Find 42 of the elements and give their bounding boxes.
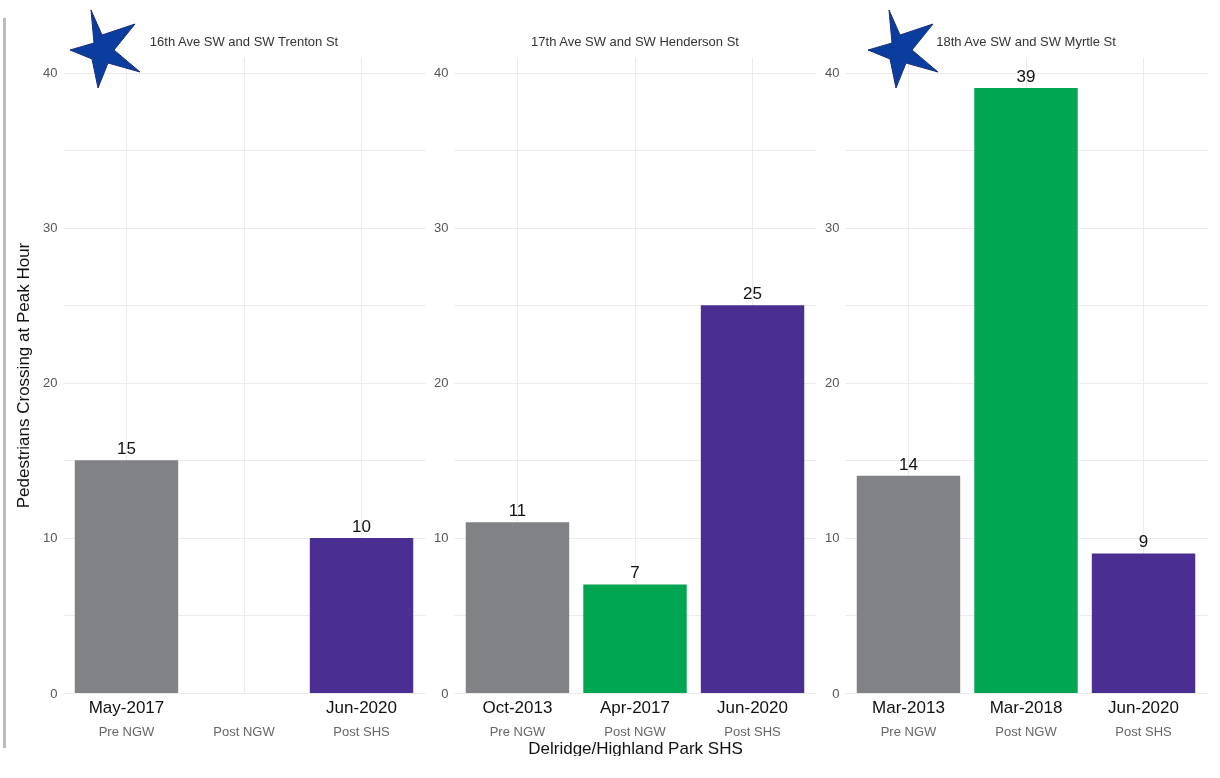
bar [700,305,805,693]
y-tick-label: 40 [825,65,840,81]
bar [1091,553,1196,693]
bar [583,584,687,693]
chart-title: 17th Ave SW and SW Henderson St [531,34,740,49]
category-label: May-2017 Pre NGW [88,697,165,739]
category-label: Jun-2020 Post SHS [717,697,788,739]
y-tick-label: 0 [50,685,58,701]
data-label: 10 [352,516,371,536]
y-tick-label: 0 [832,685,840,701]
data-label: 15 [117,439,136,459]
y-tick-label: 20 [825,375,840,391]
y-tick-label: 10 [434,530,449,546]
chart-title: 18th Ave SW and SW Myrtle St [936,34,1117,49]
y-tick-label: 40 [43,65,58,81]
y-tick-label: 30 [825,220,840,236]
category-label: Apr-2017 Post NGW [600,697,670,739]
data-label: 39 [1016,67,1036,87]
y-axis-title: Pedestrians Crossing at Peak Hour [14,242,34,509]
y-tick-label: 0 [441,685,449,701]
data-label: 25 [743,284,762,304]
y-tick-label: 30 [434,220,449,236]
bar [974,88,1078,693]
chart-title: 16th Ave SW and SW Trenton St [149,34,339,49]
x-tick-label: Post NGW [213,723,276,739]
data-label: 9 [1138,532,1149,552]
bar [465,522,570,693]
category-label: Mar-2018 Post NGW [989,697,1063,739]
category-label: Jun-2020 Post SHS [326,697,397,739]
data-label: 11 [508,501,527,521]
category-label: Oct-2013 Pre NGW [482,697,553,739]
y-tick-label: 30 [43,220,58,236]
y-tick-label: 10 [43,530,58,546]
y-tick-label: 40 [434,65,449,81]
data-label: 7 [630,563,640,583]
category-label: Mar-2013 Pre NGW [872,697,945,739]
category-label: Jun-2020 Post SHS [1108,697,1179,739]
y-tick-label: 20 [434,375,449,391]
data-label: 14 [899,454,918,474]
bar [856,475,961,693]
y-tick-label: 10 [825,530,840,546]
y-tick-label: 20 [43,375,58,391]
